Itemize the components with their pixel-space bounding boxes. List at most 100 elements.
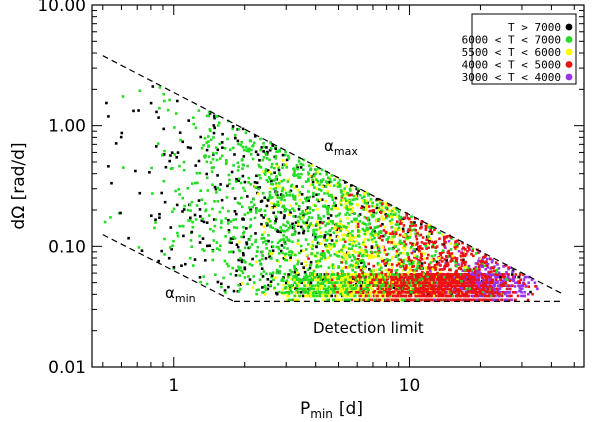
data-point — [377, 281, 380, 284]
data-point — [305, 278, 308, 282]
data-point — [282, 279, 285, 283]
data-point — [355, 274, 359, 278]
data-point — [401, 246, 405, 249]
data-point — [429, 261, 432, 265]
data-point — [385, 275, 388, 278]
data-point — [386, 252, 390, 256]
data-point — [369, 236, 372, 239]
data-point — [365, 226, 369, 230]
data-point — [394, 287, 397, 291]
data-point — [488, 284, 492, 287]
data-point — [255, 260, 258, 264]
data-point — [249, 210, 253, 213]
data-point — [211, 258, 214, 262]
data-point — [470, 287, 473, 291]
data-point — [325, 173, 328, 176]
data-point — [413, 298, 417, 302]
data-point — [302, 158, 306, 162]
data-point — [377, 254, 380, 258]
data-point — [354, 251, 357, 254]
data-point — [317, 242, 321, 245]
data-point — [440, 260, 444, 263]
data-point — [323, 284, 327, 287]
data-point — [472, 254, 475, 258]
data-point — [327, 294, 331, 298]
data-point — [306, 229, 310, 233]
data-point — [220, 141, 224, 144]
data-point — [297, 284, 300, 287]
data-point — [307, 294, 310, 298]
data-point — [231, 146, 235, 150]
data-point — [239, 257, 242, 260]
data-point — [356, 298, 359, 302]
data-point — [418, 289, 421, 293]
data-point — [335, 230, 339, 234]
data-point — [473, 273, 476, 276]
data-point — [176, 99, 179, 103]
data-point — [406, 236, 409, 240]
data-point — [466, 291, 470, 294]
data-point — [327, 205, 330, 209]
data-point — [495, 275, 499, 279]
data-point — [238, 249, 242, 253]
data-point — [183, 204, 186, 208]
data-point — [325, 205, 328, 209]
data-point — [376, 275, 379, 279]
data-point — [250, 148, 253, 152]
data-point — [288, 194, 292, 197]
data-point — [400, 260, 404, 263]
data-point — [422, 271, 426, 275]
data-point — [199, 189, 202, 192]
data-point — [351, 206, 355, 210]
data-point — [354, 195, 358, 198]
data-point — [351, 242, 355, 245]
data-point — [460, 258, 463, 262]
data-point — [293, 227, 296, 231]
data-point — [456, 298, 459, 302]
data-point — [232, 218, 235, 222]
data-point — [296, 242, 299, 245]
data-point — [398, 233, 402, 237]
data-point — [404, 291, 408, 294]
data-point — [415, 269, 418, 272]
data-point — [513, 291, 516, 294]
data-point — [366, 273, 370, 276]
data-point — [137, 109, 140, 112]
data-point — [413, 248, 416, 251]
data-point — [384, 201, 387, 205]
data-point — [293, 195, 297, 198]
data-point — [210, 170, 214, 173]
data-point — [433, 266, 436, 269]
data-point — [294, 174, 298, 177]
data-point — [237, 127, 241, 131]
data-point — [447, 284, 451, 287]
data-point — [477, 298, 481, 302]
data-point — [297, 273, 300, 276]
data-point — [255, 292, 258, 296]
data-point — [345, 291, 349, 294]
data-point — [325, 273, 328, 276]
data-point — [283, 214, 286, 217]
data-point — [435, 284, 439, 287]
data-point — [192, 116, 195, 119]
data-point — [242, 230, 246, 234]
data-point — [348, 287, 351, 291]
data-point — [371, 204, 374, 208]
data-point — [348, 198, 351, 202]
data-point — [313, 273, 316, 276]
data-point — [289, 289, 293, 293]
data-point — [500, 273, 504, 276]
data-point — [332, 243, 336, 246]
data-point — [224, 235, 227, 238]
data-point — [413, 292, 416, 296]
data-point — [326, 210, 329, 214]
data-point — [447, 240, 451, 243]
data-point — [428, 230, 432, 234]
data-point — [439, 294, 443, 298]
data-point — [363, 252, 366, 255]
data-point — [208, 244, 212, 247]
data-point — [220, 219, 223, 223]
data-point — [300, 172, 303, 176]
data-point — [397, 258, 401, 261]
data-point — [157, 259, 160, 263]
